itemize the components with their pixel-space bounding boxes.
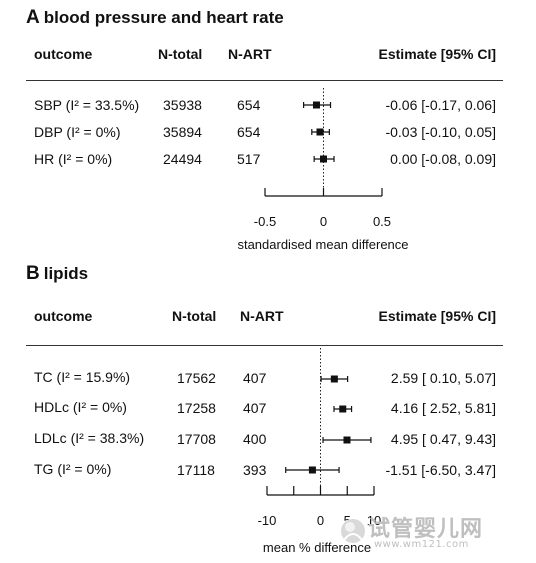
panel-b-row-n-total: 17118 [177, 462, 215, 478]
panel-b-row-n-art: 393 [243, 462, 267, 478]
panel-b-header-outcome: outcome [34, 308, 93, 324]
panel-a-x-axis-label: standardised mean difference [237, 237, 409, 252]
panel-b-point-estimate [330, 375, 338, 383]
panel-b-row-estimate: 2.59 [ 0.10, 5.07] [390, 370, 496, 386]
panel-b-header-rule [26, 345, 503, 346]
panel-a-header-outcome: outcome [34, 46, 93, 62]
panel-a-point-estimate [312, 101, 320, 109]
panel-b-row-outcome: TG (I² = 0%) [34, 461, 112, 477]
panel-b-x-tick-label: 10 [367, 513, 381, 528]
panel-a-header-n-art: N-ART [228, 46, 272, 62]
panel-b-row-n-art: 407 [243, 400, 267, 416]
panel-b-header-n-art: N-ART [240, 308, 284, 324]
panel-b-title-text: lipids [43, 264, 89, 283]
panel-b-row-n-art: 400 [243, 431, 267, 447]
panel-a-row-outcome: SBP (I² = 33.5%) [34, 97, 140, 113]
panel-b-x-axis-label: mean % difference [262, 540, 372, 555]
panel-b-row-n-total: 17562 [177, 370, 216, 386]
panel-b-x-tick-label: -10 [258, 513, 277, 528]
panel-b-point-estimate [339, 405, 347, 413]
panel-a-x-tick-label: -0.5 [254, 214, 276, 229]
panel-a-row-estimate: -0.06 [-0.17, 0.06] [385, 97, 496, 113]
panel-a-point-estimate [316, 128, 324, 136]
panel-a-row-n-art: 517 [237, 151, 261, 167]
panel-b-row-estimate: -1.51 [-6.50, 3.47] [385, 462, 496, 478]
panel-a-row-estimate: -0.03 [-0.10, 0.05] [385, 124, 496, 140]
panel-b-row-n-total: 17258 [177, 400, 216, 416]
panel-a-point-estimate [320, 155, 327, 163]
panel-b-row-estimate: 4.16 [ 2.52, 5.81] [390, 400, 496, 416]
panel-b-row-outcome: TC (I² = 15.9%) [34, 369, 131, 385]
watermark-url: www.wm121.com [374, 539, 469, 550]
panel-a-letter: A [26, 7, 40, 28]
panel-a-header-n-total: N-total [158, 46, 203, 62]
panel-b-row-n-art: 407 [243, 370, 267, 386]
panel-b-letter: B [26, 263, 40, 284]
panel-b-point-estimate [343, 436, 351, 444]
panel-a-row-outcome: HR (I² = 0%) [34, 151, 113, 167]
panel-a-row-n-total: 35938 [163, 97, 202, 113]
panel-a-row-outcome: DBP (I² = 0%) [34, 124, 121, 140]
panel-b-header-estimate: Estimate [95% CI] [378, 308, 496, 324]
panel-b-row-estimate: 4.95 [ 0.47, 9.43] [390, 431, 496, 447]
panel-a-row-n-art: 654 [237, 97, 261, 113]
panel-a-row-n-total: 24494 [163, 151, 202, 167]
watermark-text: 试管婴儿网 [368, 517, 484, 542]
panel-b-row-outcome: LDLc (I² = 38.3%) [34, 430, 145, 446]
panel-b-x-tick-label: 0 [317, 513, 324, 528]
panel-b-row-n-total: 17708 [177, 431, 216, 447]
panel-a-x-tick-label: 0.5 [373, 214, 391, 229]
panel-a-x-tick-label: 0 [320, 214, 327, 229]
panel-a-title-text: blood pressure and heart rate [43, 8, 284, 27]
watermark: 试管婴儿网 www.wm121.com [338, 508, 508, 560]
panel-a-header-rule [26, 80, 503, 81]
panel-a-row-n-total: 35894 [163, 124, 202, 140]
panel-a-row-estimate: 0.00 [-0.08, 0.09] [390, 151, 496, 167]
watermark-logo-icon [341, 519, 365, 543]
panel-b-header-n-total: N-total [172, 308, 217, 324]
panel-b-row-outcome: HDLc (I² = 0%) [34, 399, 127, 415]
panel-a-header-estimate: Estimate [95% CI] [378, 46, 496, 62]
panel-b-point-estimate [308, 466, 316, 474]
panel-a-row-n-art: 654 [237, 124, 261, 140]
